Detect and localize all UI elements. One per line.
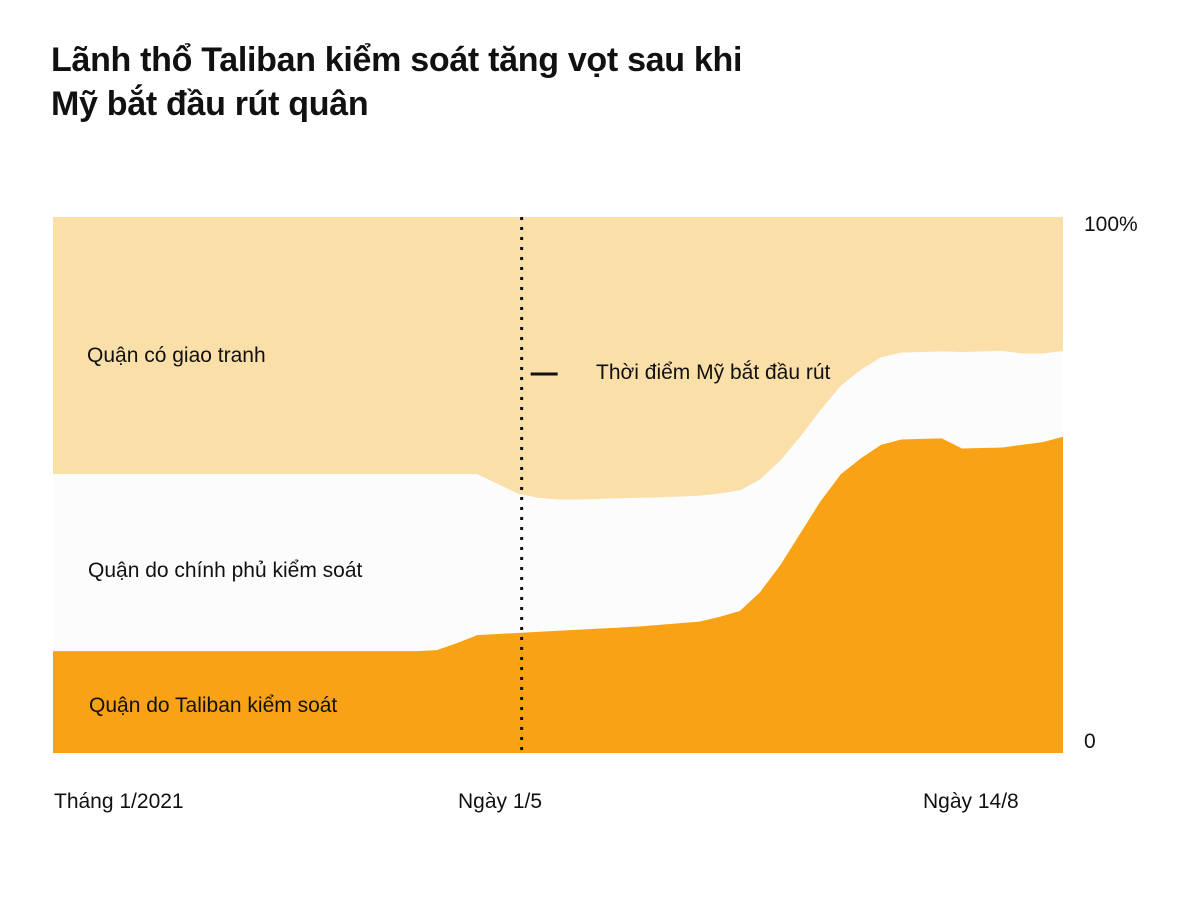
area-series-group <box>53 217 1063 753</box>
x-axis-label-mid: Ngày 1/5 <box>458 790 543 813</box>
chart-title: Lãnh thổ Taliban kiểm soát tăng vọt sau … <box>51 38 1011 126</box>
y-axis-label-bottom: 0 <box>1084 730 1096 753</box>
series-label-government: Quận do chính phủ kiểm soát <box>88 559 363 582</box>
chart-title-line-2: Mỹ bắt đầu rút quân <box>51 85 369 123</box>
chart-title-line-1: Lãnh thổ Taliban kiểm soát tăng vọt sau … <box>51 41 743 79</box>
series-label-taliban: Quận do Taliban kiểm soát <box>89 694 338 717</box>
area-contested <box>53 217 1063 500</box>
y-axis-label-top: 100% <box>1084 213 1138 236</box>
x-axis-label-start: Tháng 1/2021 <box>54 790 184 813</box>
x-axis-label-end: Ngày 14/8 <box>923 790 1019 813</box>
series-label-contested: Quận có giao tranh <box>87 344 266 367</box>
area-government <box>53 351 1063 652</box>
withdrawal-marker-label: Thời điểm Mỹ bắt đầu rút <box>596 361 831 384</box>
area-taliban <box>53 436 1063 753</box>
